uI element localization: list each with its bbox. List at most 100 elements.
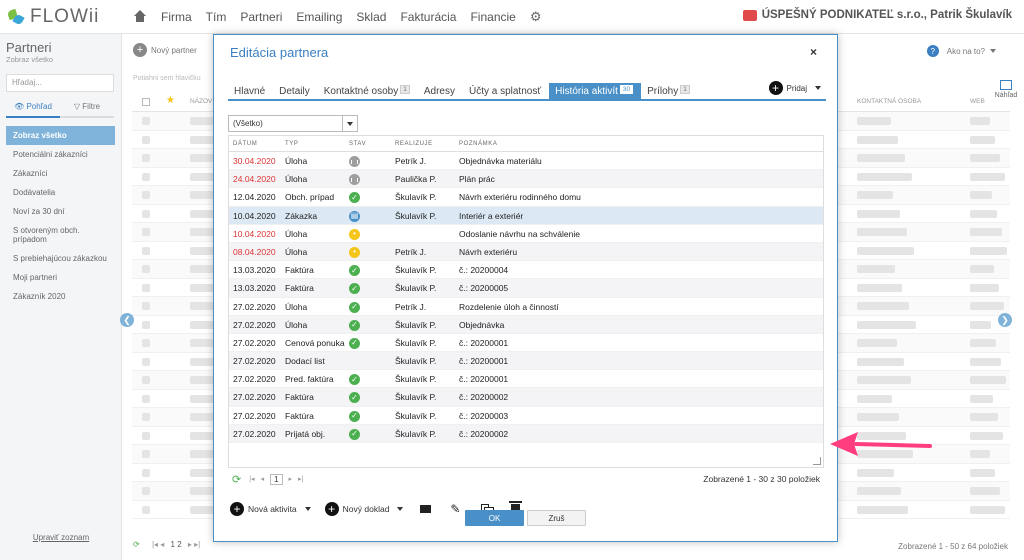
row-checkbox[interactable] xyxy=(142,413,150,421)
pager-pages[interactable]: 1 2 xyxy=(170,540,182,549)
row-checkbox[interactable] xyxy=(142,154,150,162)
activity-row[interactable]: 27.02.2020 Faktúra ✓ Škulavík P. č.: 2020000… xyxy=(229,388,823,407)
next-page-icon[interactable]: ▸ xyxy=(288,476,293,483)
tab-0[interactable]: Hlavné xyxy=(228,83,273,99)
row-checkbox[interactable] xyxy=(142,505,150,514)
tab-1[interactable]: Detaily xyxy=(273,83,318,99)
row-checkbox[interactable] xyxy=(142,209,150,218)
activity-row[interactable]: 27.02.2020 Úloha ✓ Škulavík P. Objednávka xyxy=(229,315,823,334)
edit-button[interactable]: ✎ xyxy=(447,501,463,517)
first-page-icon[interactable]: |◂ xyxy=(249,476,255,483)
nav-item-4[interactable]: Sklad xyxy=(356,9,387,24)
row-checkbox[interactable] xyxy=(142,431,150,440)
tab-filter[interactable]: ▽ Filtre xyxy=(60,102,114,118)
pager-prev-icon[interactable]: |◂ ◂ xyxy=(151,540,165,549)
new-activity-button[interactable]: + Nová aktivita xyxy=(230,502,311,516)
tab-5[interactable]: História aktivít 30 xyxy=(549,83,642,99)
row-checkbox[interactable] xyxy=(142,246,150,255)
row-checkbox[interactable] xyxy=(142,228,150,236)
bg-pager[interactable]: ⟳ |◂ ◂ 1 2 ▸ ▸| xyxy=(133,540,200,549)
help-link[interactable]: ? Ako na to? xyxy=(926,45,996,57)
activity-row[interactable]: 27.02.2020 Dodací list Škulavík P. č.: 2020… xyxy=(229,352,823,371)
sidebar-item[interactable]: Noví za 30 dní xyxy=(13,207,65,216)
nav-item-3[interactable]: Emailing xyxy=(296,9,343,24)
collapse-left-icon[interactable]: ❮ xyxy=(120,313,134,327)
sidebar-item[interactable]: Zákazník 2020 xyxy=(13,292,66,301)
sidebar-search-input[interactable]: Hľadaj... xyxy=(6,74,114,92)
activity-row[interactable]: 27.02.2020 Cenová ponuka ✓ Škulavík P. č.: 2… xyxy=(229,334,823,353)
activity-filter-select[interactable]: (Všetko) xyxy=(228,115,358,132)
tab-view[interactable]: 👁 Pohľad xyxy=(6,102,60,118)
edit-list-link[interactable]: Upraviť zoznam xyxy=(32,533,90,542)
col-header[interactable]: DÁTUM xyxy=(233,141,258,147)
nav-item-0[interactable]: Firma xyxy=(161,9,192,24)
delete-button[interactable] xyxy=(507,501,523,517)
gear-icon[interactable]: ⚙ xyxy=(529,8,542,24)
ok-button[interactable]: OK xyxy=(465,510,524,526)
row-checkbox[interactable] xyxy=(142,172,150,181)
activity-row[interactable]: 27.02.2020 Prijatá obj. ✓ Škulavík P. č.: 20… xyxy=(229,424,823,443)
col-name[interactable]: NÁZOV xyxy=(190,98,213,105)
row-checkbox[interactable] xyxy=(142,450,150,458)
row-checkbox[interactable] xyxy=(142,376,150,384)
cancel-button[interactable]: Zruš xyxy=(527,510,586,526)
activity-row[interactable]: 30.04.2020 Úloha Petrík J. Objednávka mater… xyxy=(229,152,823,171)
row-checkbox[interactable] xyxy=(142,394,150,403)
col-header[interactable]: TYP xyxy=(285,141,299,147)
sidebar-item[interactable]: Potenciálni zákazníci xyxy=(13,150,88,159)
tab-2[interactable]: Kontaktné osoby 1 xyxy=(318,83,418,99)
select-all-checkbox[interactable] xyxy=(142,98,150,106)
star-icon[interactable]: ★ xyxy=(166,95,175,106)
row-checkbox[interactable] xyxy=(142,191,150,199)
col-header[interactable]: REALIZUJE xyxy=(395,141,433,147)
nav-item-1[interactable]: Tím xyxy=(205,9,227,24)
row-checkbox[interactable] xyxy=(142,487,150,495)
sidebar-item[interactable]: S prebiehajúcou zákazkou xyxy=(13,254,107,263)
prev-page-icon[interactable]: ◂ xyxy=(260,476,265,483)
row-checkbox[interactable] xyxy=(142,339,150,347)
new-partner-button[interactable]: + Nový partner xyxy=(133,43,197,57)
pager-next-icon[interactable]: ▸ ▸| xyxy=(187,540,201,549)
nav-item-6[interactable]: Financie xyxy=(470,9,516,24)
activity-row[interactable]: 08.04.2020 Úloha • Petrík J. Návrh exteriéru xyxy=(229,242,823,262)
row-checkbox[interactable] xyxy=(142,283,150,292)
tab-3[interactable]: Adresy xyxy=(418,83,463,99)
col-web[interactable]: WEB xyxy=(970,98,985,105)
row-checkbox[interactable] xyxy=(142,135,150,144)
nav-item-5[interactable]: Fakturácia xyxy=(400,9,457,24)
col-header[interactable]: POZNÁMKA xyxy=(459,141,498,147)
last-page-icon[interactable]: ▸| xyxy=(298,476,304,483)
logo[interactable]: FLOWii xyxy=(0,6,125,28)
row-checkbox[interactable] xyxy=(142,117,150,125)
sidebar-item[interactable]: Moji partneri xyxy=(13,273,58,282)
mail-button[interactable] xyxy=(417,501,433,517)
activity-row[interactable]: 27.02.2020 Úloha ✓ Petrík J. Rozdelenie úloh… xyxy=(229,298,823,316)
tab-4[interactable]: Účty a splatnosť xyxy=(463,83,549,99)
sidebar-item[interactable]: Zákazníci xyxy=(13,169,48,178)
activity-row[interactable]: 10.04.2020 Úloha • Odoslanie návrhu na schv… xyxy=(229,225,823,243)
activity-row[interactable]: 13.03.2020 Faktúra ✓ Škulavík P. č.: 2020000… xyxy=(229,261,823,280)
chevron-down-icon[interactable] xyxy=(342,116,357,131)
sidebar-item[interactable]: S otvoreným obch. prípadom xyxy=(13,226,80,244)
activity-row[interactable]: 13.03.2020 Faktúra ✓ Škulavík P. č.: 2020000… xyxy=(229,279,823,298)
col-contact[interactable]: KONTAKTNÁ OSOBA xyxy=(857,98,922,105)
col-header[interactable]: STAV xyxy=(349,141,367,147)
company-user[interactable]: ÚSPEŠNÝ PODNIKATEĽ s.r.o., Patrik Škulav… xyxy=(742,9,1012,21)
row-checkbox[interactable] xyxy=(142,302,150,310)
refresh-icon[interactable]: ⟳ xyxy=(133,540,140,549)
sidebar-item[interactable]: Dodávatelia xyxy=(13,188,56,197)
new-document-button[interactable]: + Nový doklad xyxy=(324,502,404,516)
close-icon[interactable]: × xyxy=(809,45,817,59)
resize-grip-icon[interactable] xyxy=(813,457,821,465)
row-checkbox[interactable] xyxy=(142,357,150,366)
collapse-right-icon[interactable]: ❯ xyxy=(998,313,1012,327)
row-checkbox[interactable] xyxy=(142,320,150,329)
activity-row[interactable]: 24.04.2020 Úloha Paulička P. Plán prác xyxy=(229,170,823,189)
activity-row[interactable]: 27.02.2020 Pred. faktúra ✓ Škulavík P. č.: 2… xyxy=(229,370,823,389)
preview-button[interactable]: Náhľad xyxy=(994,80,1018,99)
row-checkbox[interactable] xyxy=(142,468,150,477)
activity-row[interactable]: 10.04.2020 Zákazka ▤ Škulavík P. Interiér a … xyxy=(229,206,823,225)
nav-item-2[interactable]: Partneri xyxy=(240,9,283,24)
current-page[interactable]: 1 xyxy=(270,473,283,485)
tab-6[interactable]: Prílohy 1 xyxy=(641,83,698,99)
